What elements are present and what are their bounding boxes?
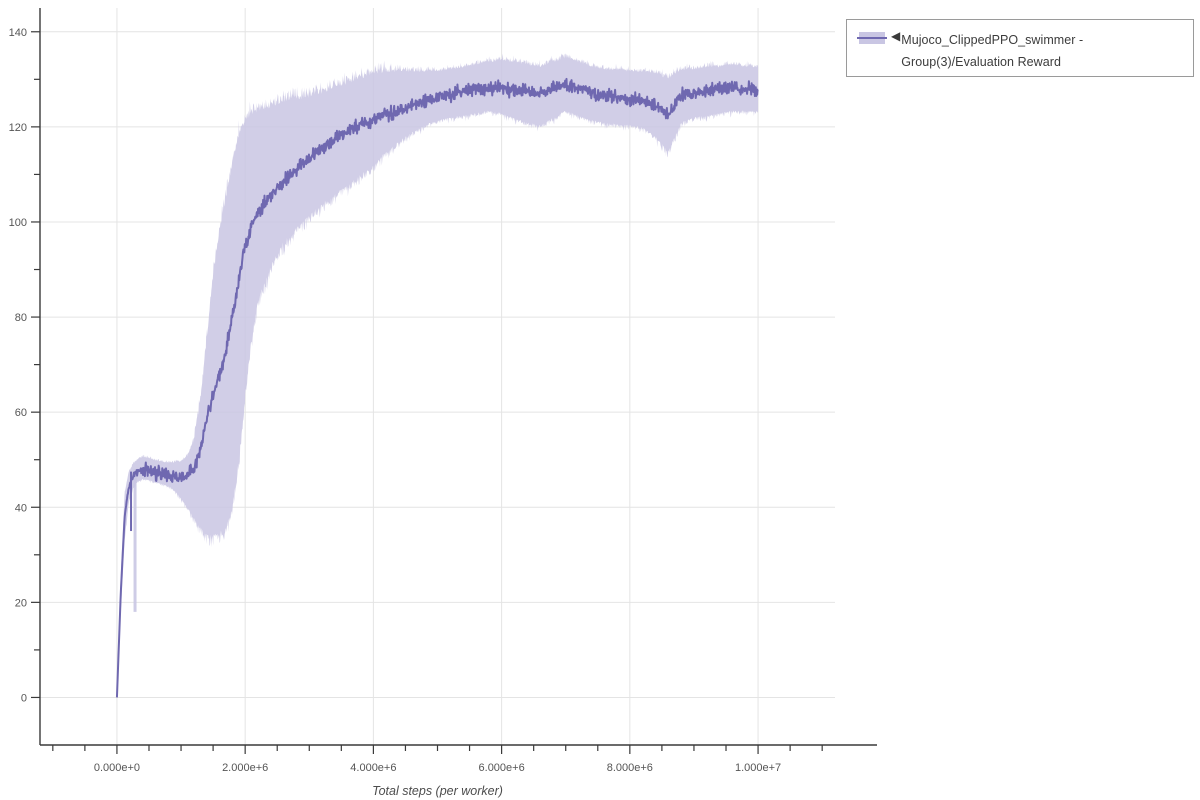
y-tick-label: 40 xyxy=(15,502,27,514)
y-tick-label: 20 xyxy=(15,597,27,609)
y-tick-label: 140 xyxy=(9,27,27,39)
y-tick-label: 0 xyxy=(21,692,27,704)
x-tick-label: 0.000e+0 xyxy=(94,762,140,774)
x-axis-title: Total steps (per worker) xyxy=(372,784,503,798)
y-tick-label: 120 xyxy=(9,122,27,134)
legend-entry-label: Mujoco_ClippedPPO_swimmer - Group(3)/Eva… xyxy=(901,33,1084,69)
x-tick-label: 4.000e+6 xyxy=(350,762,396,774)
legend-entry[interactable]: ◀ Mujoco_ClippedPPO_swimmer - Group(3)/E… xyxy=(857,29,1187,73)
series-line xyxy=(115,77,759,698)
y-tick-label: 100 xyxy=(9,217,27,229)
chart-legend[interactable]: ◀ Mujoco_ClippedPPO_swimmer - Group(3)/E… xyxy=(846,19,1194,77)
legend-color-swatch xyxy=(857,30,887,46)
y-tick-label: 80 xyxy=(15,312,27,324)
confidence-band xyxy=(116,53,759,698)
x-tick-label: 1.000e+7 xyxy=(735,762,781,774)
x-tick-label: 2.000e+6 xyxy=(222,762,268,774)
legend-line-swatch xyxy=(857,37,887,39)
axes xyxy=(31,8,877,754)
x-tick-label: 8.000e+6 xyxy=(607,762,653,774)
y-tick-label: 60 xyxy=(15,407,27,419)
tick-labels: 0 20 40 60 80 100 120 140 0.000e+0 2.000e+6 4.000e… xyxy=(9,27,782,774)
x-tick-label: 6.000e+6 xyxy=(479,762,525,774)
legend-collapse-arrow-icon[interactable]: ◀ xyxy=(891,29,901,43)
